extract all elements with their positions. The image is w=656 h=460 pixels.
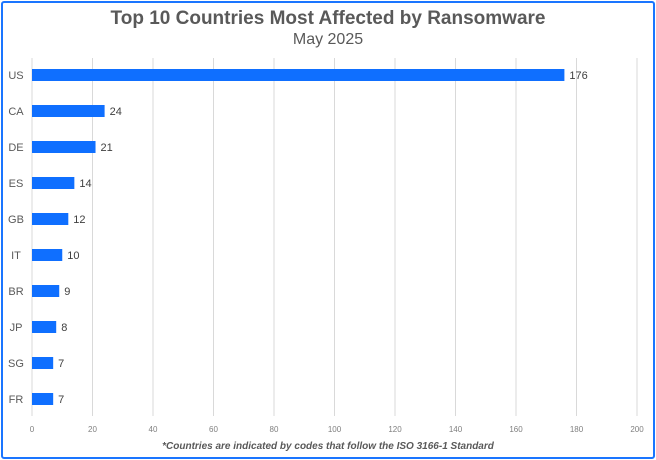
y-tick-label: GB bbox=[8, 214, 24, 226]
data-label: 24 bbox=[110, 106, 122, 118]
y-tick-label: US bbox=[8, 70, 23, 82]
data-label: 9 bbox=[64, 286, 70, 298]
y-tick-label: SG bbox=[8, 358, 24, 370]
bar-us bbox=[32, 69, 565, 81]
x-tick-label: 200 bbox=[630, 425, 644, 434]
data-label: 7 bbox=[58, 394, 64, 406]
data-label: 7 bbox=[58, 358, 64, 370]
chart-subtitle: May 2025 bbox=[292, 31, 364, 48]
data-label: 176 bbox=[569, 70, 587, 82]
bar-es bbox=[32, 177, 75, 189]
bar-jp bbox=[32, 321, 57, 333]
bar-gb bbox=[32, 213, 69, 225]
x-tick-label: 20 bbox=[88, 425, 97, 434]
chart-footnote: *Countries are indicated by codes that f… bbox=[162, 441, 494, 452]
bar-sg bbox=[32, 357, 54, 369]
bar-ca bbox=[32, 105, 105, 117]
x-tick-label: 140 bbox=[449, 425, 463, 434]
y-tick-label: JP bbox=[10, 322, 23, 334]
y-tick-label: FR bbox=[9, 394, 24, 406]
x-tick-label: 40 bbox=[149, 425, 158, 434]
x-tick-label: 80 bbox=[270, 425, 279, 434]
bar-fr bbox=[32, 393, 54, 405]
bar-de bbox=[32, 141, 96, 153]
chart-title: Top 10 Countries Most Affected by Ransom… bbox=[110, 8, 546, 29]
x-tick-label: 120 bbox=[388, 425, 402, 434]
x-tick-label: 100 bbox=[328, 425, 342, 434]
bar-br bbox=[32, 285, 60, 297]
bar-it bbox=[32, 249, 63, 261]
data-label: 10 bbox=[67, 250, 79, 262]
x-tick-label: 60 bbox=[209, 425, 218, 434]
data-label: 12 bbox=[73, 214, 85, 226]
data-label: 8 bbox=[61, 322, 67, 334]
y-tick-label: DE bbox=[8, 142, 23, 154]
x-tick-label: 0 bbox=[30, 425, 35, 434]
x-tick-label: 160 bbox=[509, 425, 523, 434]
y-tick-label: CA bbox=[8, 106, 24, 118]
data-label: 21 bbox=[101, 142, 113, 154]
y-tick-label: IT bbox=[11, 250, 21, 262]
y-tick-label: ES bbox=[9, 178, 24, 190]
x-tick-label: 180 bbox=[570, 425, 584, 434]
y-tick-label: BR bbox=[8, 286, 23, 298]
data-label: 14 bbox=[79, 178, 91, 190]
